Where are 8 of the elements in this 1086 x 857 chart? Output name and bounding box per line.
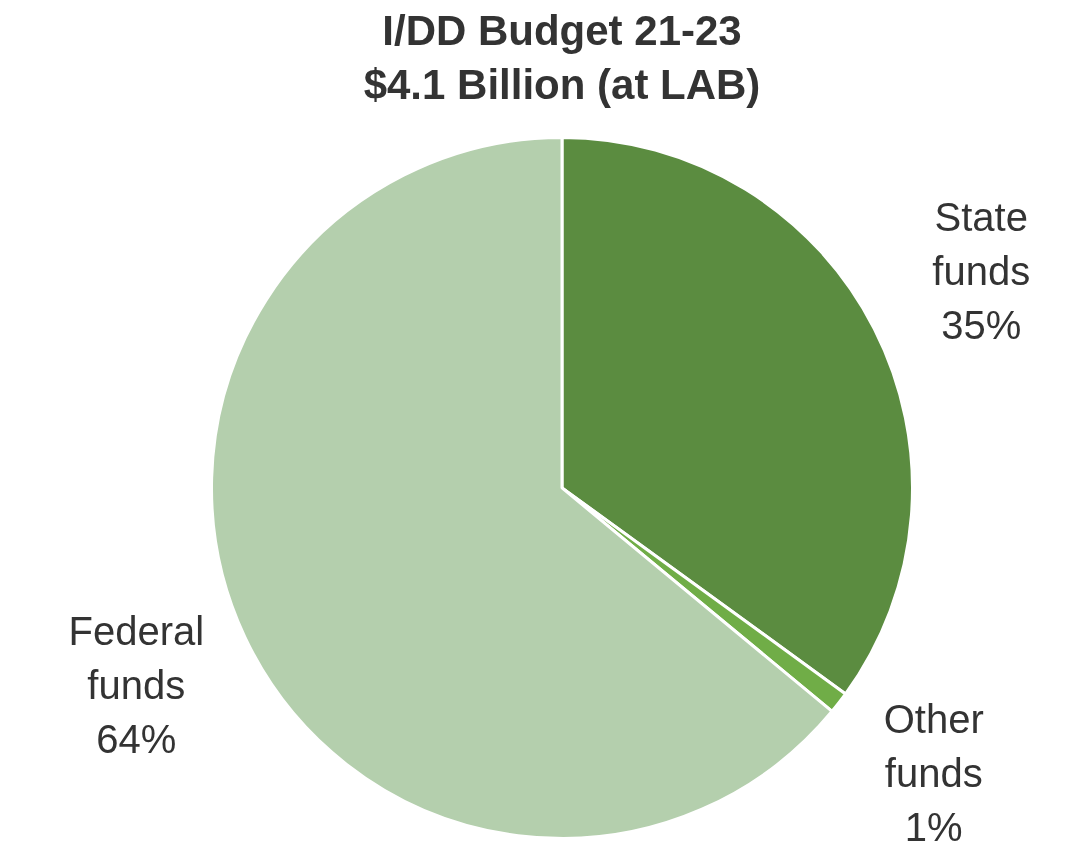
chart-title: I/DD Budget 21-23 xyxy=(382,6,742,54)
chart-subtitle: $4.1 Billion (at LAB) xyxy=(363,61,761,109)
data-label: 64% xyxy=(96,717,177,762)
data-label: 35% xyxy=(941,303,1022,348)
slice-label: State funds xyxy=(932,195,1031,294)
slice-label: Other funds xyxy=(883,697,984,796)
data-label: 1% xyxy=(904,805,963,850)
slice-label: Federal funds xyxy=(68,609,205,708)
